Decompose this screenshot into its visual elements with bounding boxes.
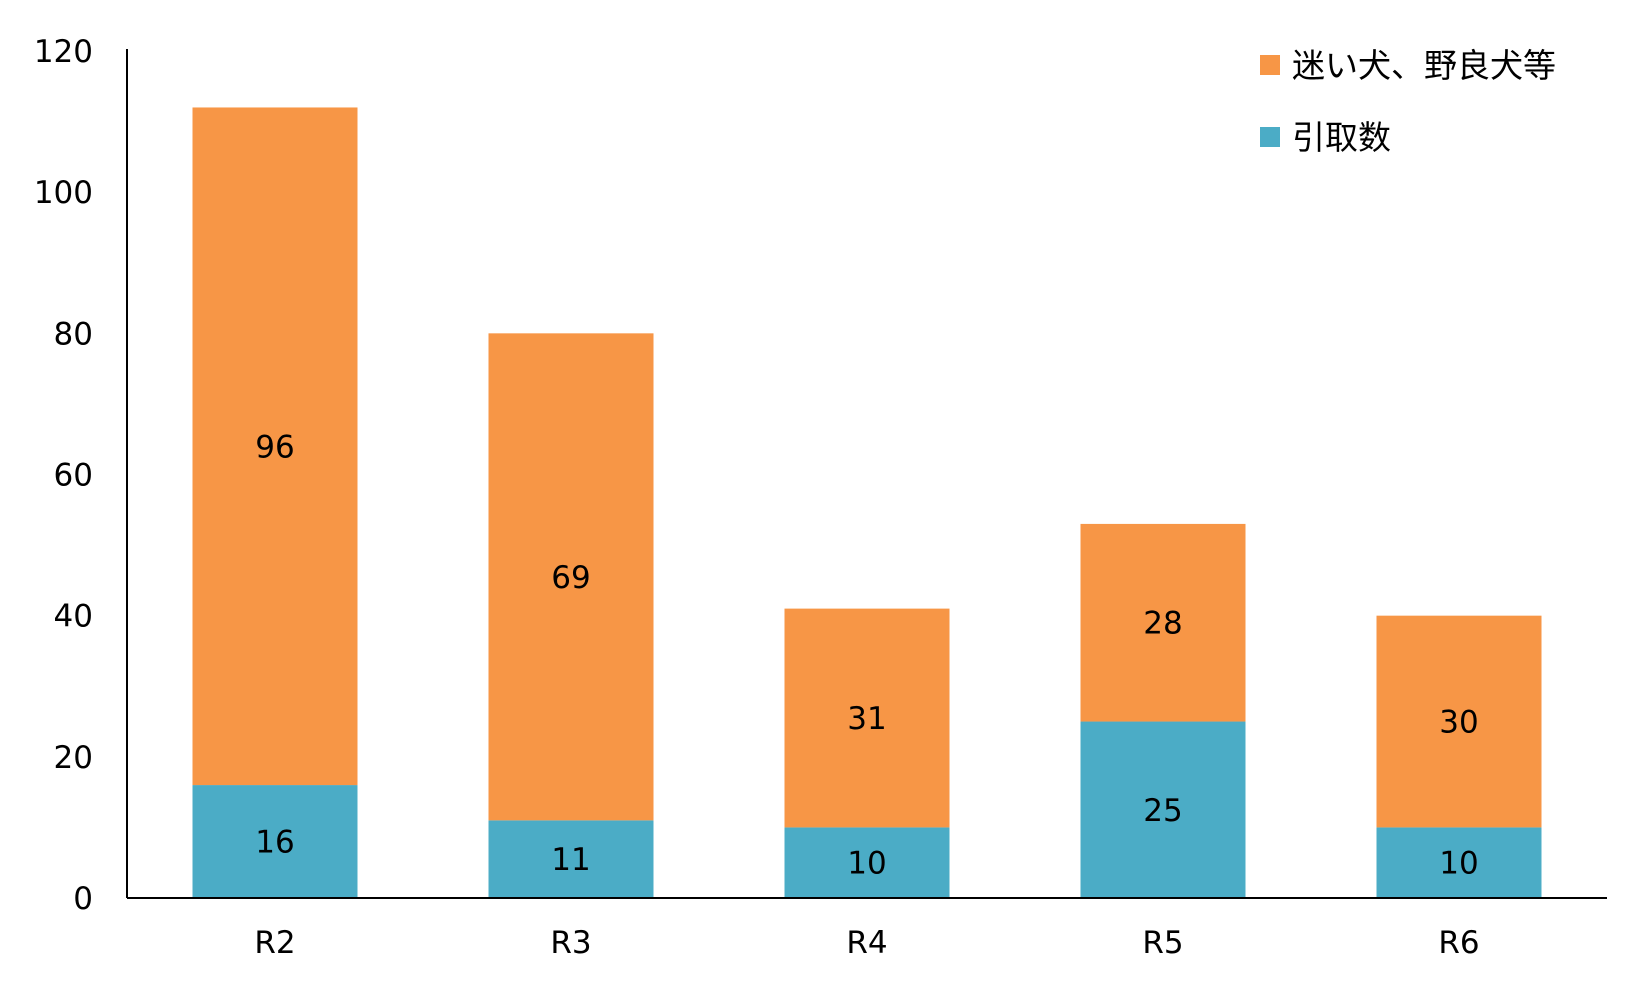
y-tick-label: 120 [34, 34, 93, 70]
data-label: 16 [255, 825, 294, 861]
data-label: 28 [1143, 606, 1182, 642]
data-label: 96 [255, 429, 294, 465]
legend-label: 迷い犬、野良犬等 [1292, 46, 1556, 85]
x-tick-label: R4 [846, 925, 887, 961]
data-label: 30 [1439, 705, 1478, 741]
y-tick-label: 60 [54, 458, 93, 494]
x-tick-label: R2 [254, 925, 295, 961]
x-tick-label: R3 [550, 925, 591, 961]
y-tick-label: 40 [54, 599, 93, 635]
data-label: 25 [1143, 793, 1182, 829]
y-tick-label: 0 [73, 881, 93, 917]
bar-R4-series-1 [784, 608, 950, 828]
bar-R2-series-0 [192, 785, 358, 898]
bar-R6-series-0 [1376, 827, 1542, 898]
data-label: 69 [551, 560, 590, 596]
bar-R5-series-1 [1080, 523, 1246, 722]
legend-swatch [1260, 127, 1280, 147]
data-label: 11 [551, 842, 590, 878]
bar-R2-series-1 [192, 107, 358, 786]
x-tick-label: R5 [1142, 925, 1183, 961]
bar-R3-series-0 [488, 820, 654, 898]
legend-label: 引取数 [1292, 118, 1391, 157]
bar-R5-series-0 [1080, 721, 1246, 898]
legend-swatch [1260, 55, 1280, 75]
x-tick-label: R6 [1438, 925, 1479, 961]
bar-R3-series-1 [488, 333, 654, 821]
data-label: 31 [847, 701, 886, 737]
bar-R6-series-1 [1376, 615, 1542, 828]
y-tick-label: 80 [54, 316, 93, 352]
y-tick-label: 20 [54, 740, 93, 776]
y-tick-label: 100 [34, 175, 93, 211]
data-label: 10 [1439, 846, 1478, 882]
data-label: 10 [847, 846, 886, 882]
bar-R4-series-0 [784, 827, 950, 898]
